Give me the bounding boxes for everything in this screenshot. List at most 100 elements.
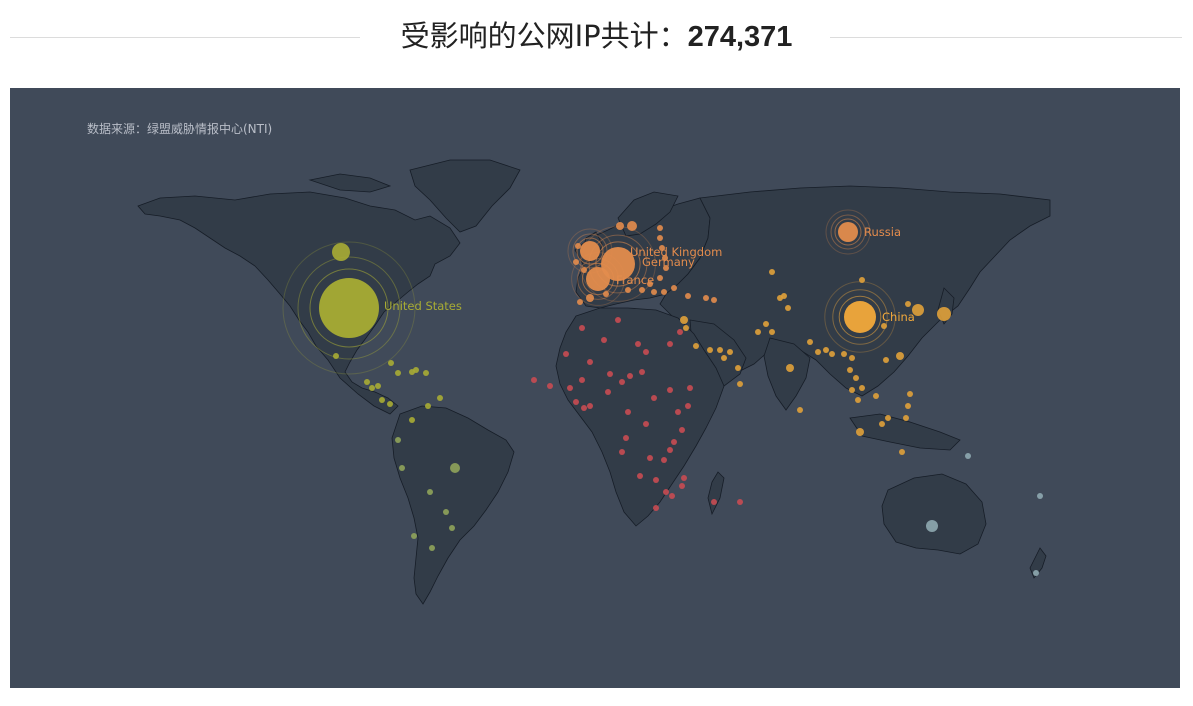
minor-data-point[interactable] [797,407,803,413]
minor-data-point[interactable] [663,265,669,271]
minor-data-point[interactable] [661,457,667,463]
minor-data-point[interactable] [643,349,649,355]
minor-data-point[interactable] [579,377,585,383]
minor-data-point[interactable] [859,277,865,283]
minor-data-point[interactable] [885,415,891,421]
minor-data-point[interactable] [653,477,659,483]
minor-data-point[interactable] [667,341,673,347]
minor-data-point[interactable] [807,339,813,345]
minor-data-point[interactable] [663,489,669,495]
minor-data-point[interactable] [603,291,609,297]
minor-data-point[interactable] [616,222,624,230]
minor-data-point[interactable] [681,475,687,481]
minor-data-point[interactable] [379,397,385,403]
minor-data-point[interactable] [615,317,621,323]
minor-data-point[interactable] [671,285,677,291]
minor-data-point[interactable] [769,329,775,335]
minor-data-point[interactable] [735,365,741,371]
minor-data-point[interactable] [881,323,887,329]
minor-data-point[interactable] [653,505,659,511]
minor-data-point[interactable] [579,325,585,331]
minor-data-point[interactable] [903,415,909,421]
minor-data-point[interactable] [601,337,607,343]
minor-data-point[interactable] [647,281,653,287]
minor-data-point[interactable] [679,483,685,489]
minor-data-point[interactable] [425,403,431,409]
minor-data-point[interactable] [763,321,769,327]
minor-data-point[interactable] [627,373,633,379]
minor-data-point[interactable] [667,447,673,453]
minor-data-point[interactable] [679,427,685,433]
minor-data-point[interactable] [873,393,879,399]
minor-data-point[interactable] [637,473,643,479]
minor-data-point[interactable] [661,289,667,295]
minor-data-point[interactable] [411,533,417,539]
minor-data-point[interactable] [711,499,717,505]
minor-data-point[interactable] [619,379,625,385]
minor-data-point[interactable] [659,245,665,251]
minor-data-point[interactable] [737,381,743,387]
minor-data-point[interactable] [937,307,951,321]
minor-data-point[interactable] [643,421,649,427]
minor-data-point[interactable] [965,453,971,459]
minor-data-point[interactable] [449,525,455,531]
minor-data-point[interactable] [573,399,579,405]
minor-data-point[interactable] [586,294,594,302]
minor-data-point[interactable] [387,401,393,407]
minor-data-point[interactable] [879,421,885,427]
minor-data-point[interactable] [883,357,889,363]
minor-data-point[interactable] [423,370,429,376]
minor-data-point[interactable] [711,297,717,303]
minor-data-point[interactable] [575,243,581,249]
minor-data-point[interactable] [669,493,675,499]
minor-data-point[interactable] [680,316,688,324]
minor-data-point[interactable] [369,385,375,391]
minor-data-point[interactable] [639,369,645,375]
minor-data-point[interactable] [849,387,855,393]
minor-data-point[interactable] [755,329,761,335]
minor-data-point[interactable] [364,379,370,385]
minor-data-point[interactable] [841,351,847,357]
minor-data-point[interactable] [651,395,657,401]
minor-data-point[interactable] [409,417,415,423]
minor-data-point[interactable] [388,360,394,366]
minor-data-point[interactable] [427,489,433,495]
minor-data-point[interactable] [619,449,625,455]
minor-data-point[interactable] [717,347,723,353]
minor-data-point[interactable] [605,389,611,395]
minor-data-point[interactable] [573,259,579,265]
minor-data-point[interactable] [450,463,460,473]
minor-data-point[interactable] [912,304,924,316]
minor-data-point[interactable] [685,403,691,409]
country-point-united-states[interactable] [319,278,379,338]
minor-data-point[interactable] [623,435,629,441]
minor-data-point[interactable] [859,385,865,391]
minor-data-point[interactable] [581,405,587,411]
minor-data-point[interactable] [781,293,787,299]
minor-data-point[interactable] [786,364,794,372]
minor-data-point[interactable] [581,267,587,273]
minor-data-point[interactable] [635,341,641,347]
minor-data-point[interactable] [413,367,419,373]
minor-data-point[interactable] [926,520,938,532]
minor-data-point[interactable] [853,375,859,381]
minor-data-point[interactable] [1037,493,1043,499]
minor-data-point[interactable] [677,329,683,335]
minor-data-point[interactable] [395,370,401,376]
minor-data-point[interactable] [785,305,791,311]
minor-data-point[interactable] [437,395,443,401]
minor-data-point[interactable] [707,347,713,353]
minor-data-point[interactable] [675,409,681,415]
world-map-panel[interactable]: United States United Kingdom Germany France… [10,88,1180,688]
minor-data-point[interactable] [905,403,911,409]
minor-data-point[interactable] [856,428,864,436]
minor-data-point[interactable] [429,545,435,551]
minor-data-point[interactable] [547,383,553,389]
minor-data-point[interactable] [815,349,821,355]
minor-data-point[interactable] [587,403,593,409]
country-point-china[interactable] [844,301,876,333]
minor-data-point[interactable] [823,347,829,353]
minor-data-point[interactable] [737,499,743,505]
minor-data-point[interactable] [847,367,853,373]
